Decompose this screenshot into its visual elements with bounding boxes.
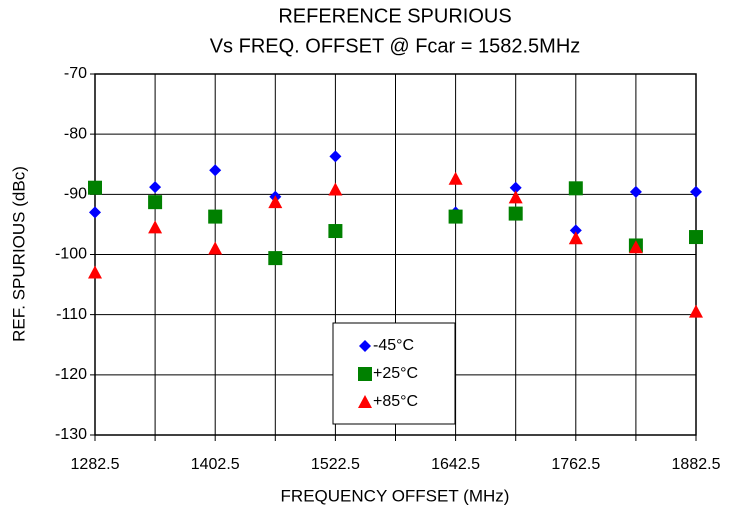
y-tick-label: -130 (55, 426, 87, 443)
x-axis-label: FREQUENCY OFFSET (MHz) (281, 486, 510, 505)
point (328, 182, 343, 196)
point (508, 206, 523, 221)
point (88, 265, 102, 279)
point (689, 230, 703, 245)
point (89, 206, 101, 219)
y-axis-label: REF. SPURIOUS (dBc) (9, 166, 28, 342)
point (509, 181, 522, 194)
point (568, 231, 583, 245)
point (149, 181, 162, 194)
point (689, 304, 703, 318)
legend-label: +25°C (373, 365, 418, 382)
x-tick-label: 1642.5 (431, 456, 480, 473)
plot-border (94, 73, 697, 436)
chart-subtitle: Vs FREQ. OFFSET @ Fcar = 1582.5MHz (210, 35, 581, 57)
point (208, 209, 223, 224)
point (629, 185, 642, 198)
legend-label: +85°C (373, 393, 418, 410)
point (328, 224, 343, 239)
point (448, 209, 463, 224)
x-tick-label: 1762.5 (551, 456, 600, 473)
point (329, 150, 342, 163)
point (209, 164, 222, 177)
chart-title: REFERENCE SPURIOUS (278, 5, 511, 27)
legend-label: -45°C (373, 337, 414, 354)
point (448, 171, 463, 185)
point (628, 240, 643, 254)
point (690, 185, 702, 198)
y-tick-label: -100 (55, 246, 87, 263)
point (88, 180, 102, 195)
y-tick-label: -120 (55, 366, 87, 383)
x-tick-label: 1882.5 (672, 456, 721, 473)
point (508, 190, 523, 204)
x-tick-label: 1402.5 (191, 456, 240, 473)
point (569, 224, 582, 237)
legend-marker (358, 367, 372, 381)
y-tick-label: -70 (64, 65, 87, 82)
y-tick-label: -80 (64, 125, 87, 142)
x-tick-label: 1522.5 (311, 456, 360, 473)
point (268, 251, 283, 266)
point (268, 195, 283, 209)
legend-marker (359, 340, 371, 352)
point (148, 195, 163, 210)
x-tick-label: 1282.5 (71, 456, 120, 473)
y-tick-label: -110 (56, 306, 87, 323)
point (208, 241, 223, 255)
point (148, 220, 163, 234)
legend-marker (358, 395, 372, 408)
point (568, 181, 583, 196)
legend-box (332, 322, 456, 425)
y-tick-label: -90 (64, 186, 87, 203)
